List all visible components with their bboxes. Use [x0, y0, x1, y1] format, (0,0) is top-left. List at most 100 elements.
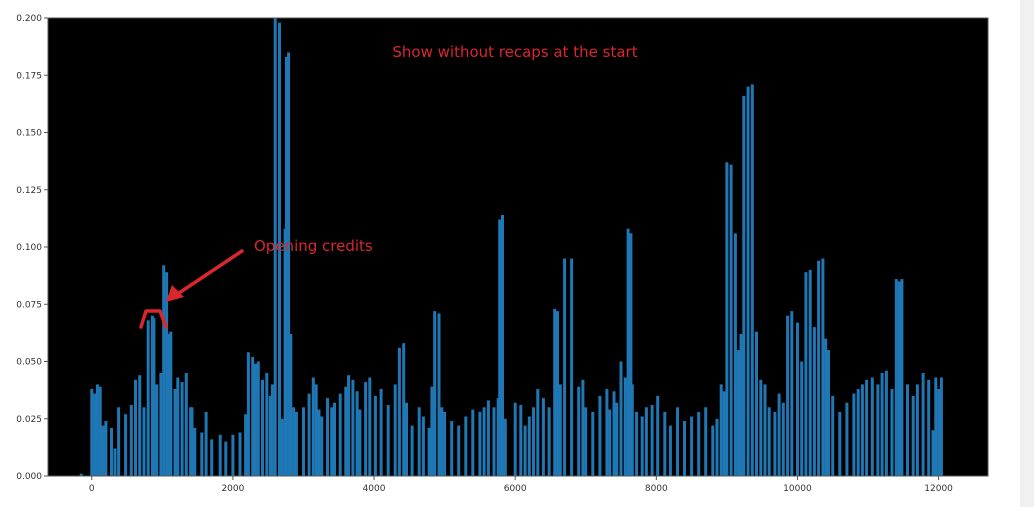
bar	[254, 363, 257, 476]
bar	[804, 272, 808, 476]
bar	[503, 418, 507, 477]
bar	[644, 407, 648, 476]
bar	[781, 402, 785, 476]
bar	[101, 425, 105, 476]
bar	[280, 418, 284, 477]
bar	[656, 395, 660, 476]
bar	[860, 384, 864, 476]
bar	[921, 373, 925, 476]
bar	[608, 409, 612, 476]
bar	[180, 382, 184, 476]
bar	[536, 389, 540, 476]
bar	[110, 427, 113, 476]
bar	[165, 272, 169, 476]
bar	[292, 407, 296, 476]
bar	[591, 411, 595, 476]
bar	[492, 407, 496, 476]
bar	[193, 427, 197, 476]
bar	[577, 386, 581, 476]
bar	[584, 407, 588, 476]
bar	[808, 269, 812, 476]
bar	[598, 395, 602, 476]
bar	[824, 338, 828, 476]
x-tick-label: 6000	[504, 484, 527, 494]
bar	[581, 379, 585, 476]
bar	[663, 411, 667, 476]
bar	[668, 425, 672, 476]
bar	[402, 343, 406, 476]
y-tick-label: 0.050	[16, 358, 42, 368]
bar	[433, 311, 437, 476]
bar	[440, 407, 444, 476]
bar	[338, 393, 342, 476]
bar	[238, 432, 242, 476]
bar	[368, 377, 372, 476]
bar	[937, 389, 941, 476]
bar	[379, 389, 383, 476]
bar	[129, 405, 133, 476]
bar	[676, 407, 679, 476]
bar	[364, 382, 368, 476]
bar	[630, 384, 634, 476]
bar	[498, 219, 502, 476]
bar	[519, 405, 523, 476]
bar	[421, 416, 425, 476]
bar	[704, 407, 708, 476]
bar	[906, 384, 909, 476]
bar	[464, 416, 468, 476]
bar	[934, 377, 938, 476]
bar	[333, 402, 336, 476]
bar	[373, 395, 377, 476]
bar	[204, 411, 208, 476]
bar	[719, 384, 723, 476]
bar	[169, 331, 173, 476]
bar	[314, 384, 318, 476]
bar	[117, 407, 121, 476]
x-tick-label: 0	[89, 484, 95, 494]
bar	[629, 233, 633, 476]
bar	[911, 395, 915, 476]
bar	[278, 22, 281, 476]
bar	[547, 407, 551, 476]
bar	[486, 400, 490, 476]
bar	[626, 228, 630, 476]
bar	[355, 391, 359, 476]
bar	[268, 395, 272, 476]
bar	[326, 398, 329, 476]
bar	[856, 389, 860, 476]
bar	[556, 311, 559, 476]
bar	[159, 373, 163, 476]
bar	[330, 407, 334, 476]
bar	[302, 407, 305, 476]
bar	[152, 318, 156, 476]
bar	[344, 386, 348, 476]
bar	[739, 334, 743, 476]
bar	[146, 320, 150, 476]
bar	[294, 411, 298, 476]
bar	[471, 409, 475, 476]
bar	[287, 52, 291, 477]
bar	[184, 373, 188, 476]
bar	[231, 434, 235, 476]
bar	[570, 258, 574, 476]
bar	[900, 279, 904, 476]
x-axis: 0 2000 4000 6000 8000 10000 12000	[89, 476, 953, 494]
bar	[876, 384, 880, 476]
x-tick-label: 8000	[645, 484, 668, 494]
bar	[265, 373, 269, 476]
y-tick-label: 0.125	[16, 186, 42, 196]
bar	[427, 427, 431, 476]
bar	[410, 425, 414, 476]
bar	[619, 361, 623, 476]
bar	[763, 384, 767, 476]
bar	[358, 409, 362, 476]
bar	[317, 409, 321, 476]
annotation-opening-credits: Opening credits	[254, 237, 373, 255]
bar	[501, 214, 504, 476]
bar	[852, 393, 856, 476]
y-tick-label: 0.000	[16, 472, 42, 482]
opening-credits-arrow	[166, 249, 244, 302]
bar	[437, 313, 441, 476]
bar	[285, 56, 288, 477]
